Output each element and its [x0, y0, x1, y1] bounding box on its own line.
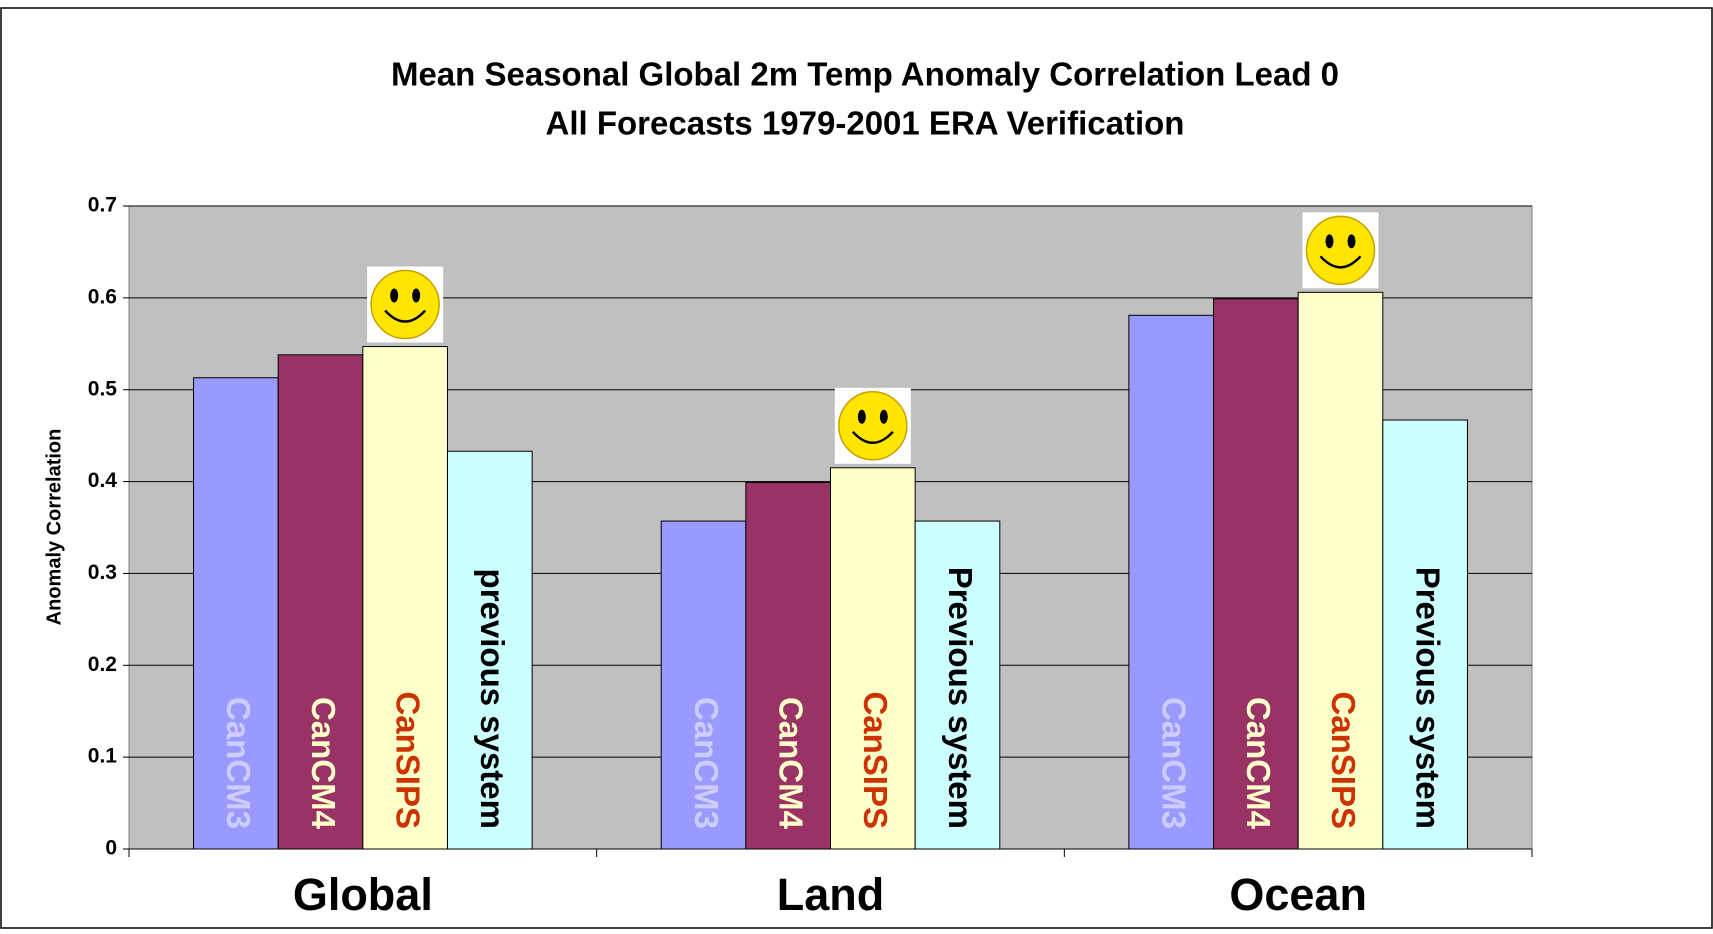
bar-label: CanSIPS	[1325, 691, 1362, 829]
bar-label: CanCM4	[1240, 697, 1277, 830]
bar-label: Previous system	[942, 567, 979, 829]
smiley-face	[838, 391, 908, 461]
smiley-eye	[879, 409, 888, 424]
bar	[1297, 291, 1384, 850]
smiley-eye	[1347, 234, 1356, 249]
smiley-eye	[857, 409, 866, 424]
smiley-icon	[367, 266, 444, 343]
bar-label: CanCM3	[1155, 697, 1192, 829]
bar-label: CanCM3	[688, 697, 725, 829]
y-tick-label: 0.3	[88, 561, 117, 584]
x-tick-label: Global	[293, 869, 433, 920]
bar-label: CanCM3	[220, 697, 257, 829]
smiley-eye	[1325, 234, 1334, 249]
bar-label: CanSIPS	[857, 691, 894, 829]
y-tick-label: 0.4	[88, 469, 118, 492]
bar	[446, 450, 533, 850]
bar	[1128, 314, 1215, 850]
bar	[1382, 419, 1468, 850]
chart-title: Mean Seasonal Global 2m Temp Anomaly Cor…	[391, 56, 1339, 93]
bar-label: CanCM4	[305, 697, 342, 830]
bar	[660, 520, 747, 850]
bar-label: CanSIPS	[389, 691, 426, 829]
bar	[745, 481, 832, 850]
bar-label: Previous system	[1409, 567, 1446, 829]
bar	[914, 520, 1001, 850]
x-tick-label: Ocean	[1229, 869, 1367, 920]
smiley-mouth	[1319, 255, 1362, 269]
frame	[0, 7, 1713, 929]
smiley-eye	[412, 288, 421, 303]
x-tick-label: Land	[777, 869, 885, 920]
bar	[1213, 298, 1299, 850]
y-tick-label: 0.5	[88, 377, 118, 400]
y-tick-label: 0.2	[88, 653, 117, 676]
chart-subtitle: All Forecasts 1979-2001 ERA Verification	[546, 105, 1185, 142]
y-tick-label: 0	[105, 837, 117, 860]
bar	[277, 354, 364, 850]
bar	[193, 377, 279, 850]
smiley-icon	[834, 387, 911, 464]
smiley-eye	[390, 288, 399, 303]
y-tick-label: 0.7	[88, 194, 117, 217]
smiley-face	[370, 269, 440, 340]
bar-label: CanCM4	[772, 697, 809, 830]
smiley-face	[1305, 215, 1376, 286]
bar-label: previous system	[474, 569, 511, 829]
y-tick-label: 0.1	[88, 745, 118, 768]
y-axis-title: Anomaly Correlation	[43, 429, 65, 626]
y-tick-label: 0.6	[88, 285, 117, 308]
smiley-mouth	[384, 309, 427, 323]
smiley-mouth	[851, 430, 894, 445]
smiley-icon	[1302, 212, 1379, 289]
